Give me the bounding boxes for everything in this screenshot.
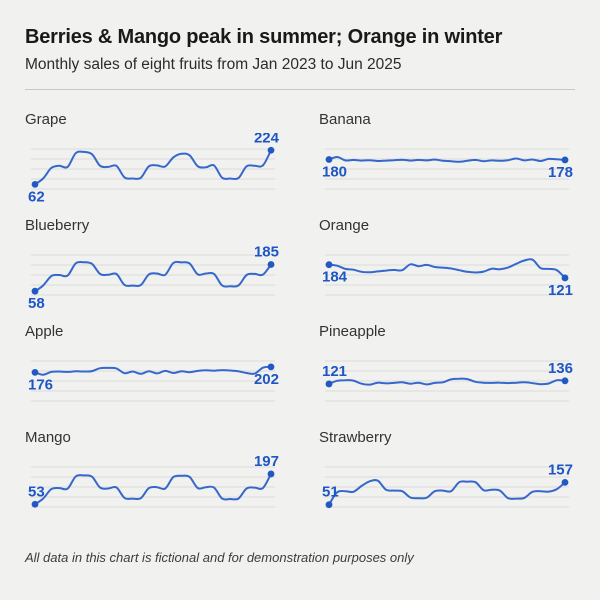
svg-text:121: 121	[548, 282, 573, 299]
sparkline-pineapple: 121 136	[322, 359, 573, 402]
svg-text:121: 121	[322, 363, 347, 380]
panel-label: Banana	[319, 110, 371, 128]
footnote: All data in this chart is fictional and …	[25, 549, 414, 565]
header-divider	[25, 88, 575, 90]
sparkline-strawberry: 51 157	[322, 461, 573, 508]
panel-label: Blueberry	[25, 216, 90, 234]
panel-banana: Banana 180 178	[319, 110, 575, 208]
panel-label: Apple	[25, 322, 64, 340]
svg-text:184: 184	[322, 268, 348, 285]
svg-text:180: 180	[322, 163, 347, 180]
panel-label: Mango	[25, 428, 71, 446]
svg-text:51: 51	[322, 483, 339, 500]
sparkline-mango: 53 197	[28, 453, 279, 508]
svg-text:185: 185	[254, 243, 279, 260]
panel-pineapple: Pineapple 121 136	[319, 322, 575, 420]
chart-title: Berries & Mango peak in summer; Orange i…	[25, 26, 503, 48]
chart-subtitle: Monthly sales of eight fruits from Jan 2…	[25, 56, 402, 73]
panel-orange: Orange 184 121	[319, 216, 575, 314]
panel-label: Strawberry	[319, 428, 392, 446]
panel-grape: Grape 62 224	[25, 110, 281, 208]
svg-text:157: 157	[548, 461, 573, 478]
svg-text:136: 136	[548, 359, 573, 376]
sparkline-grape: 62 224	[28, 133, 280, 205]
chart-header: Berries & Mango peak in summer; Orange i…	[0, 0, 600, 90]
svg-text:202: 202	[254, 370, 279, 387]
sparkline-orange: 184 121	[322, 254, 573, 299]
panel-blueberry: Blueberry 58 185	[25, 216, 281, 314]
svg-text:62: 62	[28, 188, 45, 205]
sparkline-blueberry: 58 185	[28, 243, 279, 312]
sparkline-banana: 180 178	[322, 148, 573, 190]
svg-text:178: 178	[548, 164, 573, 181]
sparkline-apple: 176 202	[28, 360, 279, 402]
chart-footer: All data in this chart is fictional and …	[0, 526, 600, 565]
svg-text:53: 53	[28, 483, 45, 500]
svg-text:176: 176	[28, 376, 53, 393]
svg-text:224: 224	[254, 133, 280, 146]
panel-strawberry: Strawberry 51 157	[319, 428, 575, 526]
panel-label: Orange	[319, 216, 370, 234]
panel-mango: Mango 53 197	[25, 428, 281, 526]
svg-text:58: 58	[28, 295, 45, 312]
panel-label: Grape	[25, 110, 67, 128]
panel-apple: Apple 176 202	[25, 322, 281, 420]
svg-text:197: 197	[254, 453, 279, 470]
panel-label: Pineapple	[319, 322, 386, 340]
sparkline-grid: Grape 62 224 Banana 180 178 Blueberry 58 18…	[0, 90, 600, 526]
